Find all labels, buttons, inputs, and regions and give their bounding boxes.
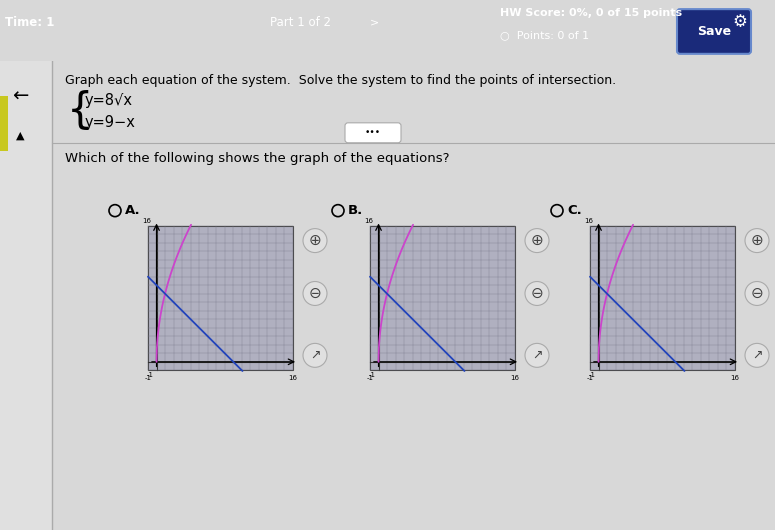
Text: -1: -1 bbox=[587, 375, 594, 381]
Text: -1: -1 bbox=[367, 375, 374, 381]
Bar bbox=[148, 226, 293, 370]
Text: ○  Points: 0 of 1: ○ Points: 0 of 1 bbox=[500, 31, 589, 41]
Circle shape bbox=[303, 281, 327, 305]
Text: Save: Save bbox=[697, 25, 731, 38]
Text: >: > bbox=[370, 17, 379, 28]
Text: C.: C. bbox=[567, 204, 582, 217]
Text: ⊕: ⊕ bbox=[308, 233, 322, 248]
Text: ↗: ↗ bbox=[310, 349, 320, 362]
Text: 16: 16 bbox=[584, 218, 594, 224]
Text: {: { bbox=[67, 90, 94, 132]
Text: ↗: ↗ bbox=[752, 349, 763, 362]
Text: 16: 16 bbox=[364, 218, 374, 224]
Text: •••: ••• bbox=[365, 128, 381, 137]
Text: -1: -1 bbox=[369, 372, 376, 378]
Text: A.: A. bbox=[125, 204, 140, 217]
Text: ←: ← bbox=[12, 86, 28, 105]
Text: 16: 16 bbox=[288, 375, 298, 381]
Circle shape bbox=[745, 343, 769, 367]
Text: 16: 16 bbox=[731, 375, 739, 381]
Bar bbox=[0, 96, 8, 151]
Circle shape bbox=[745, 228, 769, 253]
Bar bbox=[590, 226, 735, 370]
Text: ▲: ▲ bbox=[16, 131, 24, 141]
Bar bbox=[0, 61, 52, 530]
Text: Graph each equation of the system.  Solve the system to find the points of inter: Graph each equation of the system. Solve… bbox=[65, 74, 616, 87]
Text: y=9−x: y=9−x bbox=[85, 116, 136, 130]
Circle shape bbox=[303, 228, 327, 253]
Circle shape bbox=[745, 281, 769, 305]
Circle shape bbox=[525, 228, 549, 253]
Text: ↗: ↗ bbox=[532, 349, 542, 362]
Circle shape bbox=[525, 343, 549, 367]
FancyBboxPatch shape bbox=[345, 123, 401, 143]
Circle shape bbox=[525, 281, 549, 305]
Text: -1: -1 bbox=[144, 375, 151, 381]
Text: B.: B. bbox=[348, 204, 363, 217]
Text: -1: -1 bbox=[588, 372, 595, 378]
Text: ⊖: ⊖ bbox=[308, 286, 322, 301]
Bar bbox=[370, 226, 515, 370]
Text: Which of the following shows the graph of the equations?: Which of the following shows the graph o… bbox=[65, 152, 450, 165]
Text: ⊖: ⊖ bbox=[531, 286, 543, 301]
Text: 16: 16 bbox=[143, 218, 152, 224]
Text: ⊕: ⊕ bbox=[531, 233, 543, 248]
Text: HW Score: 0%, 0 of 15 points: HW Score: 0%, 0 of 15 points bbox=[500, 8, 682, 18]
Text: 16: 16 bbox=[511, 375, 519, 381]
Circle shape bbox=[303, 343, 327, 367]
Text: -1: -1 bbox=[146, 372, 153, 378]
Text: ⊕: ⊕ bbox=[751, 233, 763, 248]
FancyBboxPatch shape bbox=[677, 9, 751, 54]
Text: Part 1 of 2: Part 1 of 2 bbox=[270, 16, 330, 29]
Text: ⊖: ⊖ bbox=[751, 286, 763, 301]
Text: y=8√x: y=8√x bbox=[85, 93, 133, 108]
Text: Time: 1: Time: 1 bbox=[5, 16, 54, 29]
Text: ⚙: ⚙ bbox=[732, 13, 747, 31]
